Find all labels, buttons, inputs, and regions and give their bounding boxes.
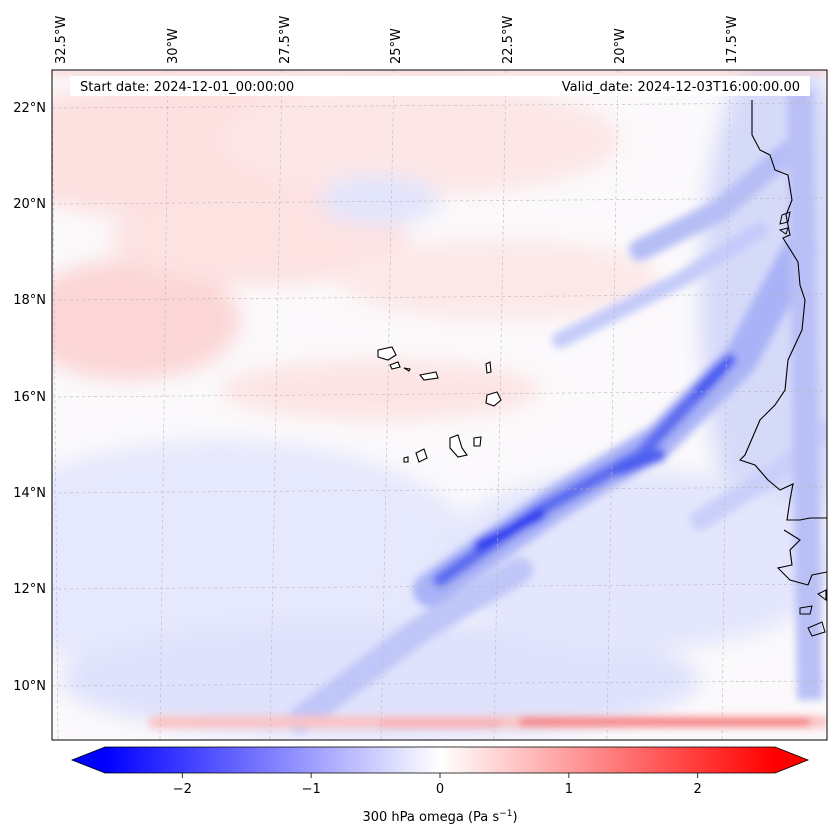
lon-label: 32.5°W	[54, 16, 69, 64]
lat-label: 18°N	[13, 293, 46, 308]
colorbar-tick-label: 2	[694, 782, 702, 797]
map-frame	[51, 69, 828, 741]
africa-coastline	[738, 100, 827, 521]
colorbar-tick-label: 1	[565, 782, 573, 797]
lon-label: 27.5°W	[278, 16, 293, 64]
longitude-labels: 32.5°W 30°W 27.5°W 25°W 22.5°W 20°W 17.5…	[54, 16, 740, 64]
colorbar: −2 −1 0 1 2 300 hPa omega (Pa s−1)	[70, 746, 810, 825]
colorbar-ticks: −2 −1 0 1 2	[173, 773, 702, 797]
lon-label: 17.5°W	[725, 16, 740, 64]
lat-label: 12°N	[13, 582, 46, 597]
colorbar-max-extend	[775, 747, 808, 773]
lat-label: 22°N	[13, 101, 46, 116]
lon-label: 20°W	[613, 28, 628, 64]
map-panel: Start date: 2024-12-01_00:00:00 Valid_da…	[13, 16, 828, 741]
lat-label: 16°N	[13, 390, 46, 405]
valid-date-text: Valid_date: 2024-12-03T16:00:00.00	[562, 80, 800, 95]
colorbar-tick-label: −1	[302, 782, 321, 797]
colorbar-label: 300 hPa omega (Pa s−1)	[362, 809, 517, 825]
latitude-labels: 22°N 20°N 18°N 16°N 14°N 12°N 10°N	[13, 101, 46, 694]
lat-label: 14°N	[13, 486, 46, 501]
colorbar-gradient	[105, 747, 775, 773]
start-date-text: Start date: 2024-12-01_00:00:00	[80, 80, 294, 95]
omega-field	[52, 70, 827, 740]
lon-label: 22.5°W	[501, 16, 516, 64]
colorbar-outline	[70, 746, 810, 774]
gridlines	[52, 70, 827, 740]
cape-verde-islands	[377, 346, 502, 463]
lat-label: 10°N	[13, 679, 46, 694]
colorbar-tick-label: −2	[173, 782, 192, 797]
date-banner	[70, 76, 810, 96]
lat-label: 20°N	[13, 197, 46, 212]
colorbar-min-extend	[72, 747, 105, 773]
colorbar-tick-label: 0	[436, 782, 444, 797]
lon-label: 30°W	[166, 28, 181, 64]
lon-label: 25°W	[389, 28, 404, 64]
